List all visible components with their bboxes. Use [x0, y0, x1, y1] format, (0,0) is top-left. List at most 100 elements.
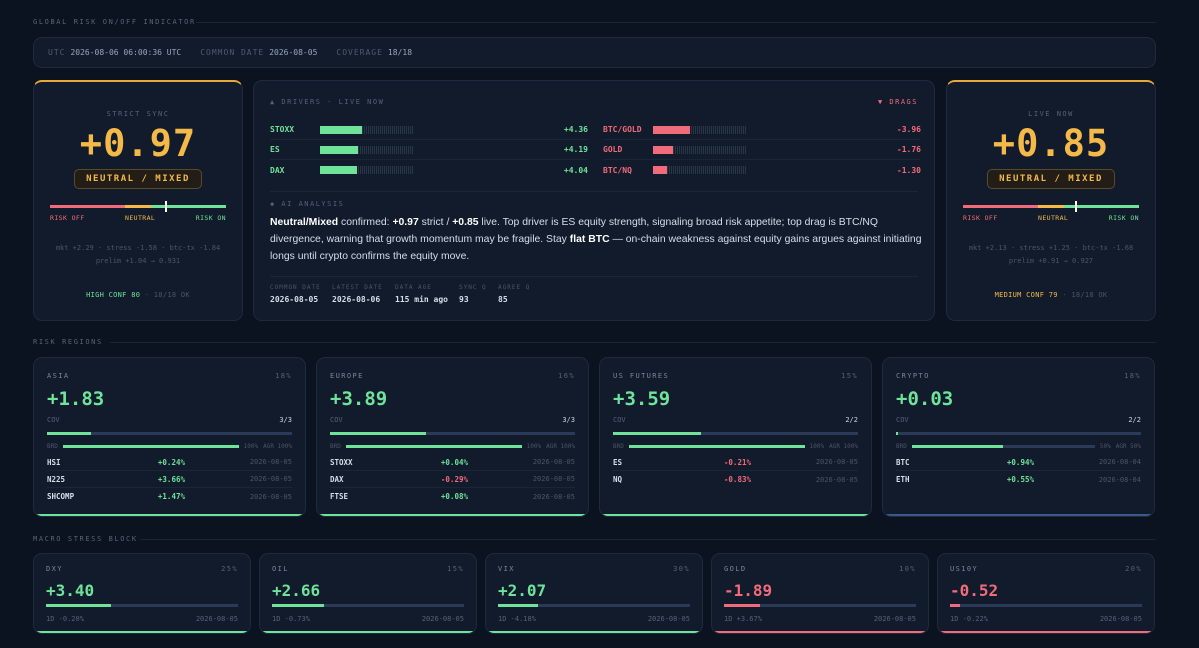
macro-footer: 1D -0.20% 2026-08-05: [46, 615, 238, 623]
macro-score: +2.66: [272, 581, 321, 600]
breadth-label: BRD: [47, 443, 58, 450]
macro-header: VIX 30%: [498, 565, 690, 573]
macro-bar: [724, 604, 916, 607]
macro-weight: 10%: [899, 565, 916, 573]
macro-name: US10Y: [950, 565, 979, 573]
strict-sync-stats-line1: mkt +2.29 · stress -1.58 · btc-tx -1.84: [55, 244, 221, 252]
strict-sync-ok: 18/18 OK: [153, 291, 190, 299]
agreement-pct: AGR 100%: [263, 443, 292, 450]
coverage-bar-fill: [330, 432, 426, 435]
drivers-heading: ▲ DRIVERS · LIVE NOW: [270, 98, 385, 106]
macro-bottom-accent: [712, 631, 928, 633]
common-date-label: COMMON DATE: [200, 48, 265, 57]
macro-weight: 25%: [221, 565, 238, 573]
drivers-list: STOXX +4.36 ES +4.19 DAX +4.04: [270, 120, 588, 180]
macro-card-us10y: US10Y 20% -0.52 1D -0.22% 2026-08-05: [937, 553, 1155, 634]
macro-score: +2.07: [498, 581, 547, 600]
instrument-row: STOXX +0.04% 2026-08-05: [330, 454, 575, 471]
instrument-name: DAX: [330, 474, 344, 484]
macro-bar-fill: [724, 604, 761, 607]
breadth-pct: 50%: [1099, 443, 1111, 450]
instrument-change: +0.94%: [1006, 457, 1034, 467]
region-score: +1.83: [47, 388, 105, 410]
live-now-ok: 18/18 OK: [1071, 291, 1108, 299]
region-header: CRYPTO 18%: [896, 372, 1141, 380]
meta-bar: UTC 2026-08-06 06:00:36 UTC COMMON DATE …: [33, 37, 1156, 68]
instrument-name: ETH: [896, 475, 910, 484]
kv-latest-date: LATEST DATE 2026-08-06: [332, 284, 383, 304]
region-instruments: STOXX +0.04% 2026-08-05 DAX -0.29% 2026-08-05…: [330, 454, 575, 505]
instrument-name: HSI: [47, 457, 61, 467]
instrument-change: -0.29%: [440, 474, 468, 484]
coverage-value: 18/18: [387, 48, 413, 57]
coverage-value: 2/2: [1128, 416, 1141, 424]
breadth-bar: [345, 445, 522, 448]
coverage-label: COV: [613, 416, 626, 424]
instrument-row: N225 +3.66% 2026-08-05: [47, 471, 292, 488]
divider: [270, 191, 918, 192]
macro-date: 2026-08-05: [195, 615, 238, 623]
coverage-label: COV: [330, 416, 343, 424]
strict-sync-gauge: [50, 201, 226, 212]
utc-value: 2026-08-06 06:00:36 UTC: [70, 48, 182, 57]
gauge-neutral-label: NEUTRAL: [125, 214, 156, 222]
driver-value: +4.36: [563, 125, 588, 134]
strict-sync-card: STRICT SYNC +0.97 NEUTRAL / MIXED RISK O…: [33, 80, 243, 321]
macro-1d-change: 1D -0.73%: [272, 615, 310, 623]
live-now-card: LIVE NOW +0.85 NEUTRAL / MIXED RISK OFF …: [946, 80, 1156, 321]
macro-1d-change: 1D -0.22%: [950, 615, 988, 623]
instrument-change: +0.24%: [157, 457, 185, 467]
region-card-asia: ASIA 18% +1.83 COV 3/3 BRD 100% AGR 100% HSI +0.2…: [33, 357, 306, 517]
instrument-row: NQ -0.83% 2026-08-05: [613, 471, 858, 488]
instrument-name: SHCOMP: [47, 492, 75, 501]
macro-bottom-accent: [938, 631, 1154, 633]
macro-date: 2026-08-05: [647, 615, 690, 623]
macro-1d-change: 1D -4.18%: [498, 615, 536, 623]
driver-row: GOLD -1.76: [603, 140, 921, 160]
region-header: EUROPE 16%: [330, 372, 575, 380]
driver-row: DAX +4.04: [270, 160, 588, 180]
macro-1d-change: 1D +3.67%: [724, 615, 762, 623]
macro-bar-fill: [46, 604, 112, 607]
gauge-risk-off-label: RISK OFF: [963, 214, 998, 222]
instrument-date: 2026-08-05: [815, 475, 858, 484]
instrument-change: +0.55%: [1006, 475, 1034, 484]
driver-row: BTC/NQ -1.30: [603, 160, 921, 180]
coverage-label: COV: [47, 416, 60, 424]
macro-bar-fill: [272, 604, 324, 607]
macro-card-vix: VIX 30% +2.07 1D -4.18% 2026-08-05: [485, 553, 703, 634]
instrument-row: ETH +0.55% 2026-08-04: [896, 471, 1141, 488]
macro-bottom-accent: [34, 631, 250, 633]
breadth-pct: 100%: [526, 443, 542, 450]
breadth-bar-fill: [911, 445, 1004, 448]
instrument-row: SHCOMP +1.47% 2026-08-05: [47, 488, 292, 505]
live-now-gauge: [963, 201, 1139, 212]
agreement-pct: AGR 50%: [1115, 443, 1141, 450]
instrument-date: 2026-08-05: [532, 475, 575, 483]
region-score: +3.59: [613, 388, 671, 410]
macro-score: -0.52: [950, 581, 999, 600]
instrument-change: -0.83%: [723, 475, 751, 484]
breadth-bar: [62, 445, 239, 448]
live-now-value: +0.85: [992, 122, 1110, 165]
region-name: EUROPE: [330, 372, 364, 380]
instrument-row: HSI +0.24% 2026-08-05: [47, 454, 292, 471]
strict-sync-regime-badge: NEUTRAL / MIXED: [74, 169, 202, 189]
driver-bar: [653, 145, 746, 154]
region-bottom-accent: [600, 514, 871, 516]
strict-sync-needle: [165, 201, 168, 212]
kv-common-date: COMMON DATE 2026-08-05: [270, 284, 321, 304]
gauge-neutral-label: NEUTRAL: [1038, 214, 1069, 222]
header-divider: [196, 22, 1156, 23]
breadth-bar-fill: [628, 445, 805, 448]
instrument-date: 2026-08-05: [249, 475, 292, 483]
macro-date: 2026-08-05: [1099, 615, 1142, 623]
kv-agree-q: AGREE Q 85: [498, 284, 531, 304]
driver-name: ES: [270, 145, 280, 154]
ai-analysis-text: Neutral/Mixed confirmed: +0.97 strict / …: [270, 217, 922, 262]
strict-sync-label: STRICT SYNC: [106, 110, 170, 118]
driver-bar: [653, 166, 746, 174]
driver-name: GOLD: [603, 145, 623, 154]
macro-header: OIL 15%: [272, 565, 464, 573]
drivers-analysis-card: ▲ DRIVERS · LIVE NOW ▼ DRAGS STOXX +4.36 E…: [253, 80, 935, 321]
